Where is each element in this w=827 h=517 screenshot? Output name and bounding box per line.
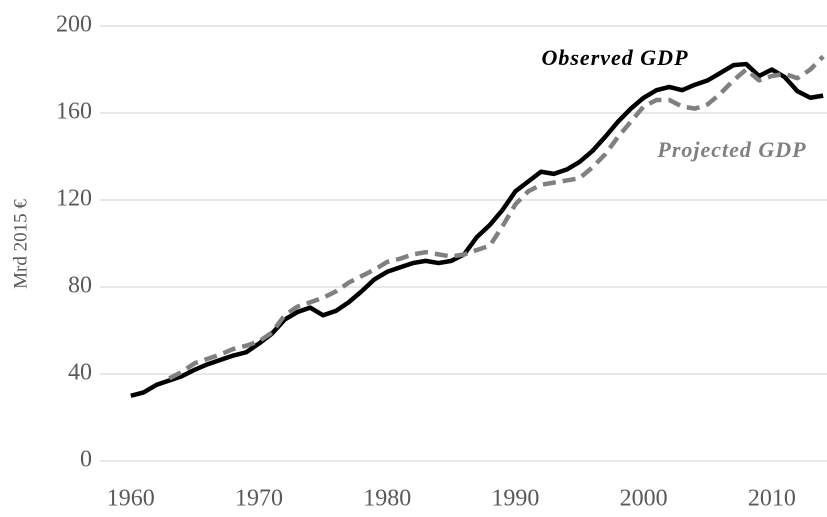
series-label: Observed GDP [541, 45, 688, 70]
y-tick-label: 160 [56, 99, 92, 125]
y-tick-label: 0 [80, 447, 92, 473]
y-axis-title: Mrd 2015 € [10, 199, 31, 289]
y-tick-label: 80 [68, 273, 92, 299]
y-tick-label: 120 [56, 186, 92, 212]
x-tick-label: 2010 [748, 486, 796, 512]
series-line [130, 61, 824, 398]
series-label: Projected GDP [656, 137, 806, 162]
x-tick-label: 1990 [491, 486, 539, 512]
x-tick-label: 1980 [363, 486, 411, 512]
series-line [168, 54, 825, 381]
y-tick-label: 200 [56, 12, 92, 38]
x-tick-label: 1970 [235, 486, 283, 512]
x-tick-label: 2000 [620, 486, 668, 512]
x-tick-label: 1960 [107, 486, 155, 512]
y-tick-label: 40 [68, 360, 92, 386]
